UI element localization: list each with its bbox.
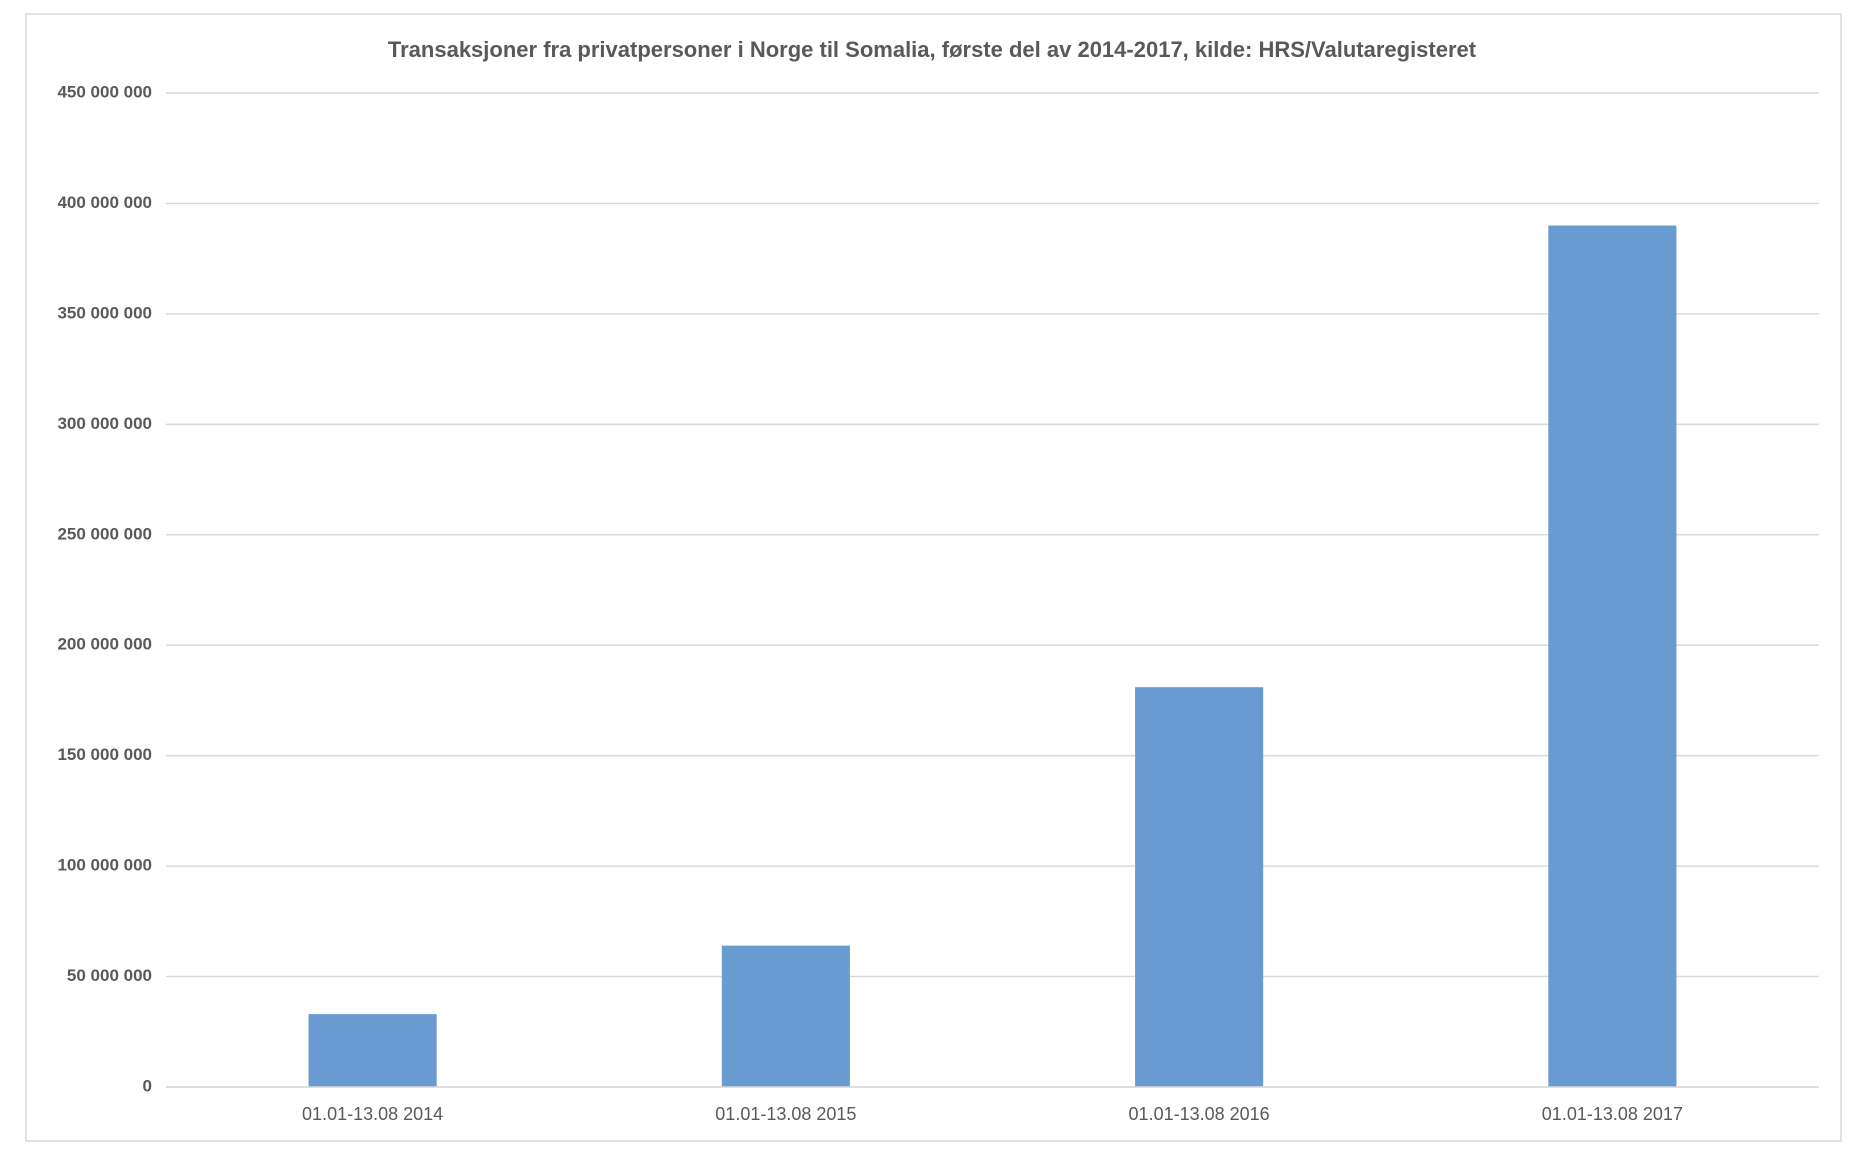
bar <box>1135 687 1264 1087</box>
y-tick-label: 100 000 000 <box>57 856 152 875</box>
x-tick-label: 01.01-13.08 2015 <box>715 1104 856 1124</box>
y-tick-label: 250 000 000 <box>57 524 152 543</box>
y-tick-label: 200 000 000 <box>57 635 152 654</box>
bar <box>721 945 850 1087</box>
y-tick-label: 300 000 000 <box>57 414 152 433</box>
chart-title: Transaksjoner fra privatpersoner i Norge… <box>388 37 1477 62</box>
y-tick-label: 450 000 000 <box>57 82 152 101</box>
y-tick-label: 350 000 000 <box>57 303 152 322</box>
chart-border <box>25 13 1842 1142</box>
y-tick-label: 50 000 000 <box>67 966 152 985</box>
y-tick-label: 400 000 000 <box>57 193 152 212</box>
x-tick-label: 01.01-13.08 2014 <box>302 1104 443 1124</box>
x-tick-label: 01.01-13.08 2016 <box>1129 1104 1270 1124</box>
bar <box>1548 225 1677 1088</box>
x-tick-label: 01.01-13.08 2017 <box>1542 1104 1683 1124</box>
y-tick-label: 150 000 000 <box>57 745 152 764</box>
bar <box>308 1014 437 1087</box>
y-tick-label: 0 <box>143 1076 152 1095</box>
